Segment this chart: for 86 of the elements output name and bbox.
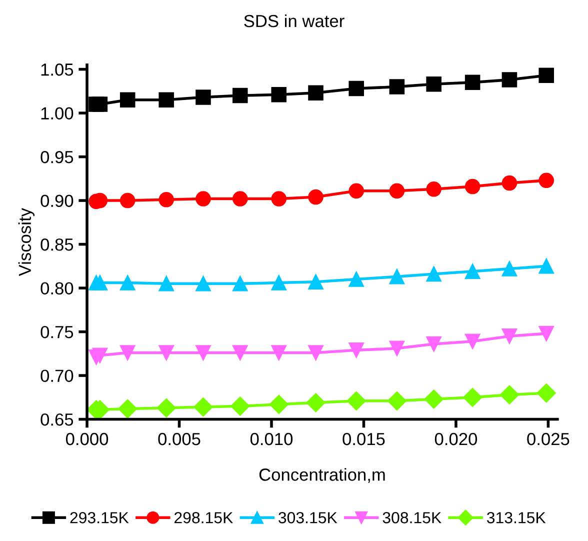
- point: [348, 342, 364, 358]
- x-axis-title: Concentration,m: [259, 468, 385, 483]
- y-tick-label: 0.65: [40, 413, 74, 426]
- point: [538, 172, 554, 188]
- legend-label: 298.15K: [174, 512, 234, 524]
- point: [271, 275, 287, 290]
- point: [502, 72, 518, 88]
- point: [538, 68, 554, 84]
- point: [120, 275, 136, 290]
- x-tick-label: 0.000: [66, 432, 108, 446]
- y-tick-label: 0.70: [40, 370, 74, 382]
- point: [389, 269, 405, 284]
- point: [426, 336, 442, 352]
- point: [196, 90, 211, 105]
- point: [348, 183, 364, 199]
- point: [538, 326, 554, 342]
- y-axis-title: Viscosity: [18, 208, 34, 276]
- point: [500, 385, 519, 404]
- point: [502, 328, 518, 344]
- y-tick-label: 0.90: [40, 194, 74, 207]
- point: [464, 334, 480, 350]
- point: [158, 192, 174, 208]
- point: [118, 399, 138, 418]
- point: [308, 274, 324, 290]
- x-tick-label: 0.020: [434, 432, 478, 446]
- point: [502, 175, 518, 191]
- point: [271, 87, 287, 102]
- point: [308, 189, 324, 205]
- legend-label: 313.15K: [486, 512, 546, 524]
- point: [196, 191, 211, 206]
- point: [92, 348, 108, 364]
- x-tick-label: 0.010: [250, 432, 293, 446]
- point: [269, 394, 288, 414]
- point: [346, 391, 366, 410]
- legend-label: 308.15K: [382, 512, 442, 524]
- point: [120, 92, 136, 108]
- y-tick-label: 0.80: [40, 282, 74, 294]
- legend-label: 303.15K: [278, 512, 338, 524]
- point: [463, 388, 482, 407]
- point: [158, 345, 174, 360]
- point: [196, 276, 211, 292]
- point: [308, 345, 324, 360]
- point: [424, 390, 444, 409]
- point: [158, 92, 174, 108]
- y-tick-label: 1.00: [41, 107, 74, 120]
- x-tick-label: 0.025: [527, 432, 570, 446]
- point: [426, 266, 442, 282]
- legend-label: 293.15K: [70, 512, 129, 524]
- point: [120, 345, 136, 360]
- point: [389, 183, 405, 199]
- y-tick-label: 0.75: [40, 326, 74, 338]
- point: [502, 261, 518, 276]
- point: [536, 383, 556, 403]
- point: [426, 76, 442, 92]
- point: [389, 340, 405, 356]
- x-tick-label: 0.015: [342, 432, 385, 446]
- point: [464, 74, 480, 90]
- point: [348, 80, 364, 96]
- y-tick-label: 1.05: [41, 63, 74, 76]
- point: [196, 345, 211, 360]
- point: [232, 276, 248, 292]
- y-tick-label: 0.95: [40, 150, 74, 164]
- point: [232, 191, 248, 206]
- point: [158, 276, 174, 292]
- chart-title: SDS in water: [244, 14, 344, 28]
- point: [120, 192, 136, 208]
- point: [92, 96, 108, 112]
- x-tick-label: 0.005: [158, 432, 200, 446]
- point: [464, 178, 480, 194]
- point: [156, 398, 176, 418]
- point: [232, 88, 248, 104]
- point: [426, 182, 442, 197]
- point: [271, 191, 287, 206]
- point: [389, 79, 405, 94]
- point: [271, 345, 287, 360]
- point: [464, 264, 480, 280]
- point: [387, 391, 406, 410]
- point: [230, 396, 250, 416]
- point: [306, 393, 326, 412]
- point: [194, 397, 213, 417]
- point: [232, 345, 248, 360]
- point: [92, 275, 108, 290]
- point: [348, 272, 364, 287]
- y-tick-label: 0.85: [40, 238, 74, 251]
- point: [538, 258, 554, 274]
- point: [308, 85, 324, 101]
